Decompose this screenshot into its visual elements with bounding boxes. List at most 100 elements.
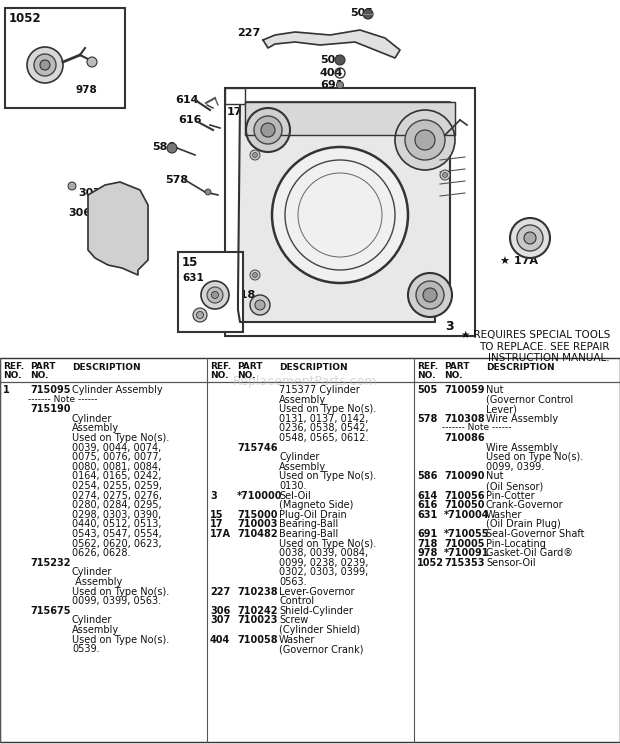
Text: DESCRIPTION: DESCRIPTION (486, 362, 555, 371)
Text: 0440, 0512, 0513,: 0440, 0512, 0513, (72, 519, 161, 530)
Text: 0131, 0137, 0142,: 0131, 0137, 0142, (279, 414, 368, 424)
Text: Used on Type No(s).: Used on Type No(s). (72, 586, 169, 597)
Text: 1052: 1052 (9, 12, 42, 25)
Text: Lever): Lever) (486, 404, 517, 414)
Text: 710238: 710238 (237, 586, 278, 597)
Text: 715095: 715095 (30, 385, 71, 395)
Text: DESCRIPTION: DESCRIPTION (72, 362, 141, 371)
Text: Nut: Nut (486, 385, 503, 395)
Text: Assembly: Assembly (72, 423, 119, 434)
Text: 404: 404 (320, 68, 343, 78)
Text: 978: 978 (417, 548, 437, 558)
Text: Assembly: Assembly (72, 625, 119, 635)
Circle shape (524, 232, 536, 244)
Text: REF.: REF. (417, 362, 438, 371)
Text: Washer: Washer (486, 510, 523, 520)
Text: 227: 227 (237, 28, 260, 38)
Text: 1052: 1052 (417, 558, 444, 568)
Text: 691: 691 (320, 80, 343, 90)
Text: Plug-Oil Drain: Plug-Oil Drain (279, 510, 347, 520)
Text: 715746: 715746 (237, 443, 278, 452)
Text: 0548, 0565, 0612.: 0548, 0565, 0612. (279, 433, 368, 443)
Text: 306: 306 (210, 606, 230, 616)
Text: Bearing-Ball: Bearing-Ball (279, 529, 339, 539)
Text: 15: 15 (182, 256, 198, 269)
Circle shape (254, 116, 282, 144)
Text: 614: 614 (417, 490, 437, 501)
Text: Sensor-Oil: Sensor-Oil (486, 558, 536, 568)
Circle shape (440, 170, 450, 180)
Text: Gasket-Oil Gard®: Gasket-Oil Gard® (486, 548, 573, 558)
Circle shape (40, 60, 50, 70)
Circle shape (211, 292, 218, 298)
Text: 3: 3 (210, 490, 217, 501)
Bar (0, 358, 620, 742)
Text: 0080, 0081, 0084,: 0080, 0081, 0084, (72, 462, 161, 472)
Text: (Governor Control: (Governor Control (486, 394, 574, 405)
Text: ★ 17A: ★ 17A (500, 256, 538, 266)
Text: 710050: 710050 (444, 500, 484, 510)
Text: *710000: *710000 (237, 490, 283, 501)
Text: 3: 3 (445, 320, 454, 333)
Text: NO.: NO. (30, 371, 48, 380)
Text: 718: 718 (417, 539, 437, 548)
Text: Cylinder Assembly: Cylinder Assembly (72, 385, 162, 395)
Text: Cylinder: Cylinder (279, 452, 319, 462)
Text: 0164, 0165, 0242,: 0164, 0165, 0242, (72, 472, 161, 481)
Text: 710482: 710482 (237, 529, 278, 539)
Text: PART: PART (444, 362, 469, 371)
Text: 1: 1 (3, 385, 10, 395)
Text: DESCRIPTION: DESCRIPTION (279, 362, 348, 371)
Text: NO.: NO. (3, 371, 22, 380)
Text: 0543, 0547, 0554,: 0543, 0547, 0554, (72, 529, 162, 539)
Circle shape (34, 54, 56, 76)
Text: (Magneto Side): (Magneto Side) (279, 500, 353, 510)
Polygon shape (245, 102, 455, 135)
Circle shape (261, 123, 275, 137)
Text: NO.: NO. (417, 371, 435, 380)
Text: 0099, 0399.: 0099, 0399. (486, 462, 544, 472)
Text: Screw: Screw (279, 615, 308, 626)
Text: 0298, 0303, 0390,: 0298, 0303, 0390, (72, 510, 161, 520)
Circle shape (272, 147, 408, 283)
Text: 0274, 0275, 0276,: 0274, 0275, 0276, (72, 490, 162, 501)
Text: 616: 616 (178, 115, 202, 125)
Text: PART: PART (237, 362, 262, 371)
Circle shape (335, 55, 345, 65)
Text: 978: 978 (75, 85, 97, 95)
Text: 578: 578 (165, 175, 188, 185)
Text: 505: 505 (350, 8, 373, 18)
Circle shape (252, 153, 257, 158)
Text: 307: 307 (210, 615, 230, 626)
Text: 306: 306 (68, 208, 91, 218)
Circle shape (423, 288, 437, 302)
Text: Used on Type No(s).: Used on Type No(s). (279, 472, 376, 481)
Text: 710003: 710003 (237, 519, 278, 530)
Circle shape (246, 108, 290, 152)
Circle shape (205, 189, 211, 195)
Text: 0280, 0284, 0295,: 0280, 0284, 0295, (72, 500, 162, 510)
Circle shape (27, 47, 63, 83)
Text: 0539.: 0539. (72, 644, 100, 654)
Circle shape (201, 281, 229, 309)
Text: Used on Type No(s).: Used on Type No(s). (72, 433, 169, 443)
Text: Pin-Locating: Pin-Locating (486, 539, 546, 548)
Text: 710090: 710090 (444, 472, 484, 481)
Text: 0562, 0620, 0623,: 0562, 0620, 0623, (72, 539, 162, 548)
Text: Nut: Nut (486, 472, 503, 481)
Circle shape (363, 9, 373, 19)
Text: 0099, 0399, 0563.: 0099, 0399, 0563. (72, 596, 161, 606)
Text: 631: 631 (417, 510, 437, 520)
Text: 586: 586 (417, 472, 437, 481)
Text: NO.: NO. (237, 371, 255, 380)
Text: 710056: 710056 (444, 490, 484, 501)
Circle shape (405, 120, 445, 160)
Text: 0039, 0044, 0074,: 0039, 0044, 0074, (72, 443, 161, 452)
Text: Used on Type No(s).: Used on Type No(s). (279, 539, 376, 548)
Text: Wire Assembly: Wire Assembly (486, 443, 558, 452)
Text: NO.: NO. (210, 371, 229, 380)
Text: ------- Note ------: ------- Note ------ (28, 394, 97, 403)
Bar (225, 88, 475, 336)
Text: ReplacementParts.com: ReplacementParts.com (232, 375, 377, 388)
Text: 0254, 0255, 0259,: 0254, 0255, 0259, (72, 481, 162, 491)
